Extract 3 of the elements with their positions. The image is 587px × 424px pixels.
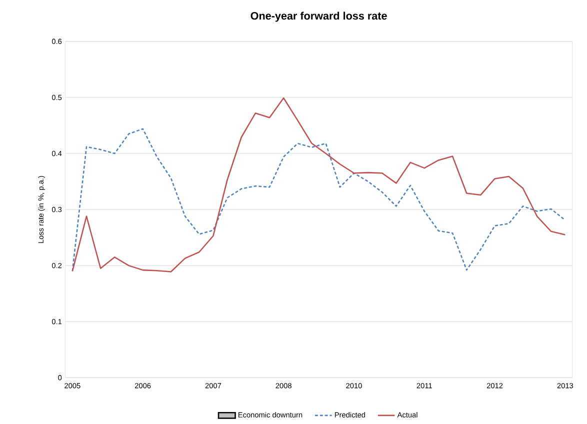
line-series xyxy=(72,97,566,272)
line-series xyxy=(72,128,566,272)
chart-title: One-year forward loss rate xyxy=(250,12,387,22)
